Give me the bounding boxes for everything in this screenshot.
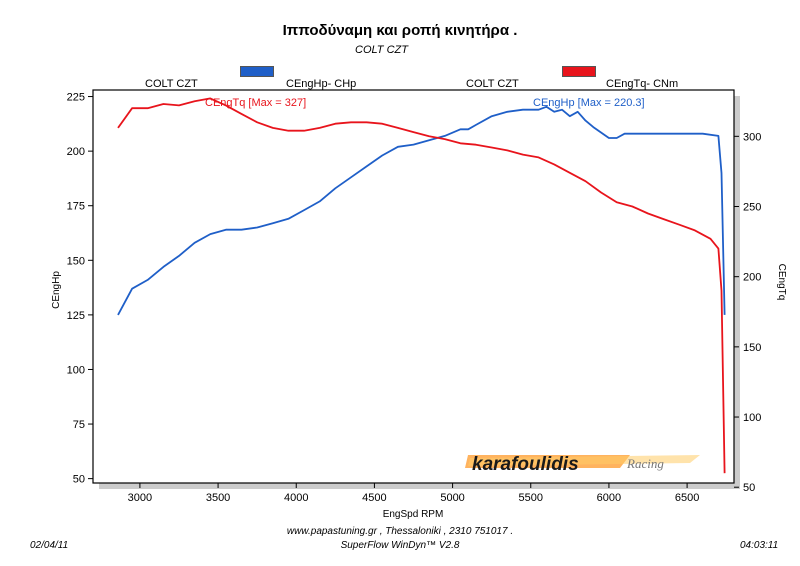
plot-area xyxy=(92,89,735,484)
series-line-cengtq xyxy=(117,97,726,474)
y-tick-label: 100 xyxy=(67,364,85,376)
legend-run-label-tq: COLT CZT xyxy=(466,78,519,90)
y-tick-label: 50 xyxy=(73,474,85,486)
legend-swatch-tq xyxy=(562,66,596,77)
x-tick-label: 6000 xyxy=(597,492,621,504)
legend-series-label-tq: CEngTq- CNm xyxy=(606,78,679,90)
x-tick-label: 4500 xyxy=(362,492,386,504)
y-tick-label: 150 xyxy=(67,255,85,267)
logo-suffix-text: Racing xyxy=(626,456,664,471)
x-tick-label: 5000 xyxy=(440,492,464,504)
y-tick-label: 200 xyxy=(67,146,85,158)
y-tick-label: 75 xyxy=(73,419,85,431)
legend-swatch-hp xyxy=(240,66,274,77)
x-tick-label: 4000 xyxy=(284,492,308,504)
logo-brand-text: karafoulidis xyxy=(472,454,579,475)
footer-date: 02/04/11 xyxy=(30,540,69,551)
y2-tick-label: 150 xyxy=(743,342,761,354)
y2-tick-label: 300 xyxy=(743,131,761,143)
footer-software: SuperFlow WinDyn™ V2.8 xyxy=(340,540,460,551)
legend-run-label-hp: COLT CZT xyxy=(145,78,198,90)
footer-contact: www.papastuning.gr , Thessaloniki , 2310… xyxy=(286,526,514,537)
legend-series-label-hp: CEngHp- CHp xyxy=(286,78,357,90)
y2-tick-label: 50 xyxy=(743,482,755,494)
x-tick-label: 6500 xyxy=(675,492,699,504)
y2-tick-label: 250 xyxy=(743,201,761,213)
y2-tick-label: 100 xyxy=(743,412,761,424)
y2-axis-title: CEngTq xyxy=(776,264,787,301)
y-tick-label: 125 xyxy=(67,310,85,322)
y-tick-label: 175 xyxy=(67,201,85,213)
y2-tick-label: 200 xyxy=(743,272,761,284)
karafoulidis-racing-logo: karafoulidis Racing xyxy=(465,454,700,475)
x-tick-label: 3000 xyxy=(128,492,152,504)
x-tick-label: 5500 xyxy=(519,492,543,504)
footer-time: 04:03:11 xyxy=(740,540,779,551)
chart-subtitle: COLT CZT xyxy=(355,44,408,56)
torque-max-annotation: CEngTq [Max = 327] xyxy=(205,97,306,109)
page-title: Ιπποδύναμη και ροπή κινητήρα . xyxy=(282,22,518,39)
x-tick-label: 3500 xyxy=(206,492,230,504)
y-axis-title: CEngHp xyxy=(51,271,62,309)
series-line-cenghp xyxy=(117,105,726,316)
power-max-annotation: CEngHp [Max = 220.3] xyxy=(533,97,645,109)
y-tick-label: 225 xyxy=(67,92,85,104)
x-axis-title: EngSpd RPM xyxy=(383,509,444,520)
